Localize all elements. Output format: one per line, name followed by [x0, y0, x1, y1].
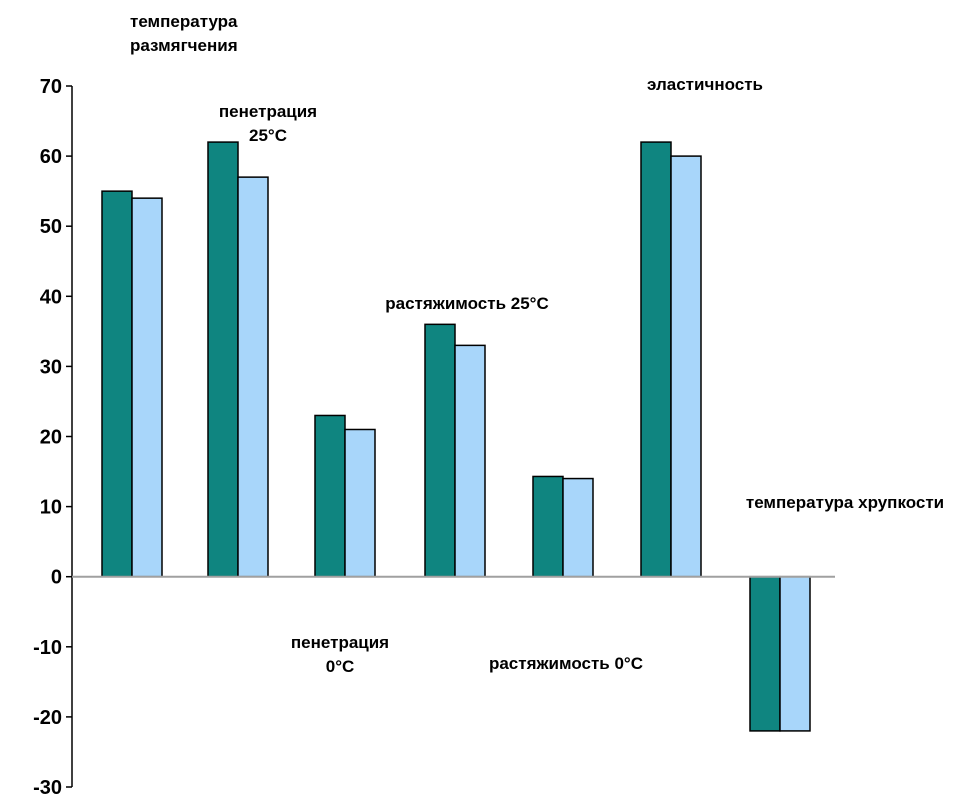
category-annotation: растяжимость 0°C [489, 654, 643, 673]
y-axis: 70 60 50 40 30 20 10 0 -10 -20 -30 [33, 76, 73, 797]
category-annotation: 0°C [326, 657, 355, 676]
bar-series-2 [131, 197, 163, 578]
bar-series-2 [779, 575, 811, 732]
y-tick-label: 70 [40, 76, 62, 98]
bar-series-1 [532, 475, 564, 578]
bar-series-1 [101, 190, 133, 578]
bars [101, 141, 811, 732]
bar-series-1 [424, 323, 456, 578]
y-tick-label: 60 [40, 146, 62, 168]
category-annotation: температура [130, 12, 238, 31]
annotations: температура размягчения пенетрация 25°C пене… [130, 12, 944, 676]
category-annotation: температура хрупкости [746, 493, 944, 512]
y-tick-label: -30 [33, 777, 62, 797]
y-tick-label: -10 [33, 637, 62, 659]
y-tick-label: 20 [40, 427, 62, 449]
bar-series-1 [640, 141, 672, 578]
category-annotation: 25°C [249, 126, 287, 145]
y-tick-label: 30 [40, 356, 62, 378]
bar-series-1 [749, 575, 781, 732]
bar-series-1 [314, 414, 346, 578]
category-annotation: растяжимость 25°C [385, 294, 549, 313]
bar-series-2 [562, 477, 594, 578]
category-annotation: пенетрация [291, 633, 389, 652]
bar-series-2 [670, 155, 702, 578]
bar-series-1 [207, 141, 239, 578]
category-annotation: эластичность [647, 75, 763, 94]
y-tick-label: 0 [51, 567, 62, 589]
y-tick-label: 50 [40, 216, 62, 238]
bar-series-2 [237, 176, 269, 578]
y-tick-label: 40 [40, 286, 62, 308]
category-annotation: размягчения [130, 36, 238, 55]
y-tick-label: -20 [33, 707, 62, 729]
category-annotation: пенетрация [219, 102, 317, 121]
bar-series-2 [344, 428, 376, 578]
bar-series-2 [454, 344, 486, 578]
y-tick-label: 10 [40, 497, 62, 519]
